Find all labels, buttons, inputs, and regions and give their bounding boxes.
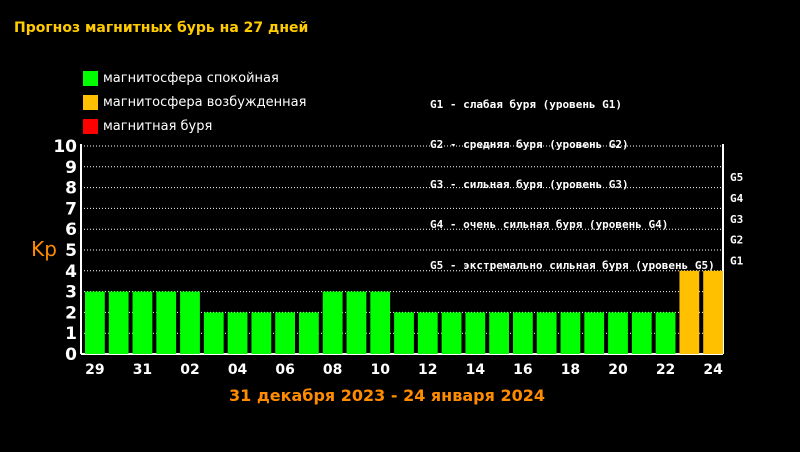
x-tick-label: 16: [513, 362, 532, 378]
kp-bar: [584, 312, 605, 354]
y-tick-label: 0: [65, 345, 77, 365]
x-tick-label: 24: [703, 362, 723, 378]
legend-label: магнитосфера возбужденная: [103, 94, 307, 110]
storm-legend-g4: G4 - очень сильная буря (уровень G4): [430, 218, 669, 232]
x-tick-label: 22: [656, 362, 675, 378]
kp-bar: [85, 291, 105, 354]
y-axis-label: Kp: [31, 237, 57, 261]
y-tick-label: 1: [65, 324, 77, 344]
legend-item-quiet: магнитосфера спокойная: [83, 70, 306, 86]
x-tick-label: 08: [323, 362, 342, 378]
x-tick-label: 14: [466, 362, 486, 378]
kp-bar: [108, 291, 129, 354]
legend-swatch-active: [83, 94, 98, 110]
kp-legend: магнитосфера спокойная магнитосфера возб…: [83, 70, 306, 142]
legend-item-active: магнитосфера возбужденная: [83, 94, 306, 110]
x-tick-label: 31: [133, 362, 152, 378]
kp-bar: [631, 312, 652, 354]
storm-legend-g1: G1 - слабая буря (уровень G1): [430, 97, 623, 111]
legend-swatch-storm: [83, 118, 98, 134]
kp-bar: [441, 312, 462, 354]
legend-swatch-quiet: [83, 70, 98, 86]
kp-bar: [156, 291, 177, 354]
x-axis-label: 31 декабря 2023 - 24 января 2024: [229, 386, 545, 405]
g-level-label: G5: [730, 171, 743, 184]
x-tick-label: 06: [275, 362, 294, 378]
kp-bar: [417, 312, 438, 354]
kp-bar: [299, 312, 319, 354]
y-tick-label: 4: [65, 262, 77, 282]
x-tick-label: 12: [418, 362, 437, 378]
kp-bar: [608, 312, 628, 354]
kp-bar: [203, 312, 224, 354]
g-level-label: G1: [730, 254, 744, 267]
g-level-label: G4: [730, 192, 744, 205]
kp-bar: [322, 291, 343, 354]
y-tick-label: 6: [65, 220, 77, 240]
x-tick-label: 29: [85, 362, 104, 378]
x-tick-label: 20: [608, 362, 628, 378]
x-tick-label: 18: [561, 362, 580, 378]
kp-bar: [465, 312, 486, 354]
legend-label: магнитосфера спокойная: [103, 70, 279, 86]
kp-bar: [513, 312, 533, 354]
y-tick-label: 7: [65, 199, 77, 219]
storm-level-legend: G1 - слабая буря (уровень G1) G2 - средн…: [430, 71, 715, 299]
y-tick-label: 2: [65, 303, 77, 323]
g-level-label: G3: [730, 213, 743, 226]
y-tick-label: 8: [65, 179, 77, 199]
y-tick-label: 10: [53, 137, 77, 157]
storm-legend-g5: G5 - экстремально сильная буря (уровень …: [430, 258, 715, 272]
kp-bar: [679, 270, 700, 354]
x-tick-label: 10: [370, 362, 390, 378]
kp-bar: [251, 312, 272, 354]
g-level-label: G2: [730, 234, 743, 247]
y-tick-label: 3: [65, 283, 77, 303]
kp-bar: [132, 291, 153, 354]
kp-bar: [536, 312, 557, 354]
kp-bar: [180, 291, 200, 354]
kp-bar: [560, 312, 581, 354]
legend-item-storm: магнитная буря: [83, 118, 306, 134]
legend-label: магнитная буря: [103, 118, 213, 134]
kp-bar: [394, 312, 414, 354]
kp-bar: [370, 291, 391, 354]
kp-bar: [227, 312, 248, 354]
storm-legend-g2: G2 - средняя буря (уровень G2): [430, 138, 629, 152]
kp-bar: [489, 312, 509, 354]
kp-bar: [275, 312, 295, 354]
x-tick-label: 04: [228, 362, 248, 378]
page-title: Прогноз магнитных бурь на 27 дней: [14, 20, 309, 36]
x-tick-label: 02: [180, 362, 199, 378]
y-tick-label: 9: [65, 158, 77, 178]
kp-bar: [703, 270, 723, 354]
kp-bar: [346, 291, 367, 354]
kp-bar: [655, 312, 676, 354]
y-tick-label: 5: [65, 241, 77, 261]
